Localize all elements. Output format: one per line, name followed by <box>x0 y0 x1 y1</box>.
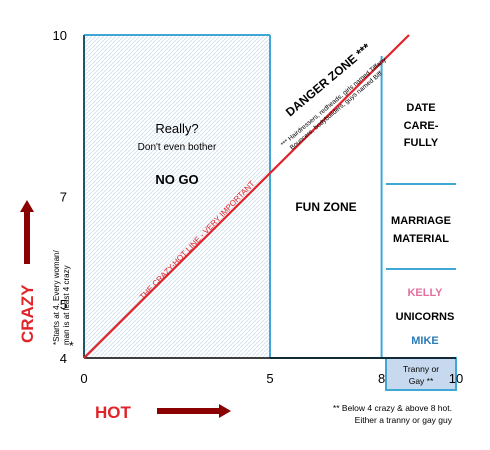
x-tick-label: 8 <box>378 371 385 386</box>
y-axis-title: CRAZY <box>18 284 37 343</box>
y-tick-label: 10 <box>53 28 67 43</box>
x-tick-labels: 0 5 8 10 <box>80 371 463 386</box>
y-tick-label: 4 <box>60 351 67 366</box>
tranny-gay-line2: Gay ** <box>409 376 434 386</box>
y-tick-label: 5 <box>60 297 67 312</box>
marriage-line1: MARRIAGE <box>391 215 451 227</box>
mike-label: MIKE <box>411 335 439 347</box>
star-note-marker: * <box>69 339 74 353</box>
tranny-gay-box <box>385 357 457 391</box>
unicorns-label: UNICORNS <box>396 311 455 323</box>
x-axis-arrow <box>157 404 231 418</box>
date-carefully-line3: FULLY <box>404 137 439 149</box>
y-tick-label: 7 <box>60 190 67 205</box>
y-axis-arrow <box>20 200 34 264</box>
tranny-gay-line1: Tranny or <box>403 364 439 374</box>
dont-bother-label: Don't even bother <box>138 142 217 153</box>
footnote-line1: ** Below 4 crazy & above 8 hot. <box>333 403 452 413</box>
marriage-line2: MATERIAL <box>393 233 449 245</box>
really-label: Really? <box>155 121 198 136</box>
x-tick-label: 0 <box>80 371 87 386</box>
no-go-hatched-region <box>84 35 270 358</box>
starts-at-4-note-1: *Starts at 4. Every woman/ <box>52 250 61 345</box>
danger-note-2: Bouncers, bodybuilders, guys named Biff <box>289 70 384 151</box>
starts-at-4-note-2: man is at least 4 crazy <box>62 265 71 345</box>
kelly-label: KELLY <box>407 287 443 299</box>
x-axis-title: HOT <box>95 403 132 422</box>
footnote-line2: Either a tranny or gay guy <box>355 415 453 425</box>
date-carefully-line2: CARE- <box>404 120 439 132</box>
x-tick-label: 10 <box>449 371 463 386</box>
crazy-hot-line <box>83 34 410 359</box>
date-carefully-line1: DATE <box>406 102 435 114</box>
x-tick-label: 5 <box>266 371 273 386</box>
no-go-label: NO GO <box>155 172 198 187</box>
y-tick-labels: 4 5 7 10 <box>53 28 67 366</box>
fun-zone-label: FUN ZONE <box>295 200 356 214</box>
